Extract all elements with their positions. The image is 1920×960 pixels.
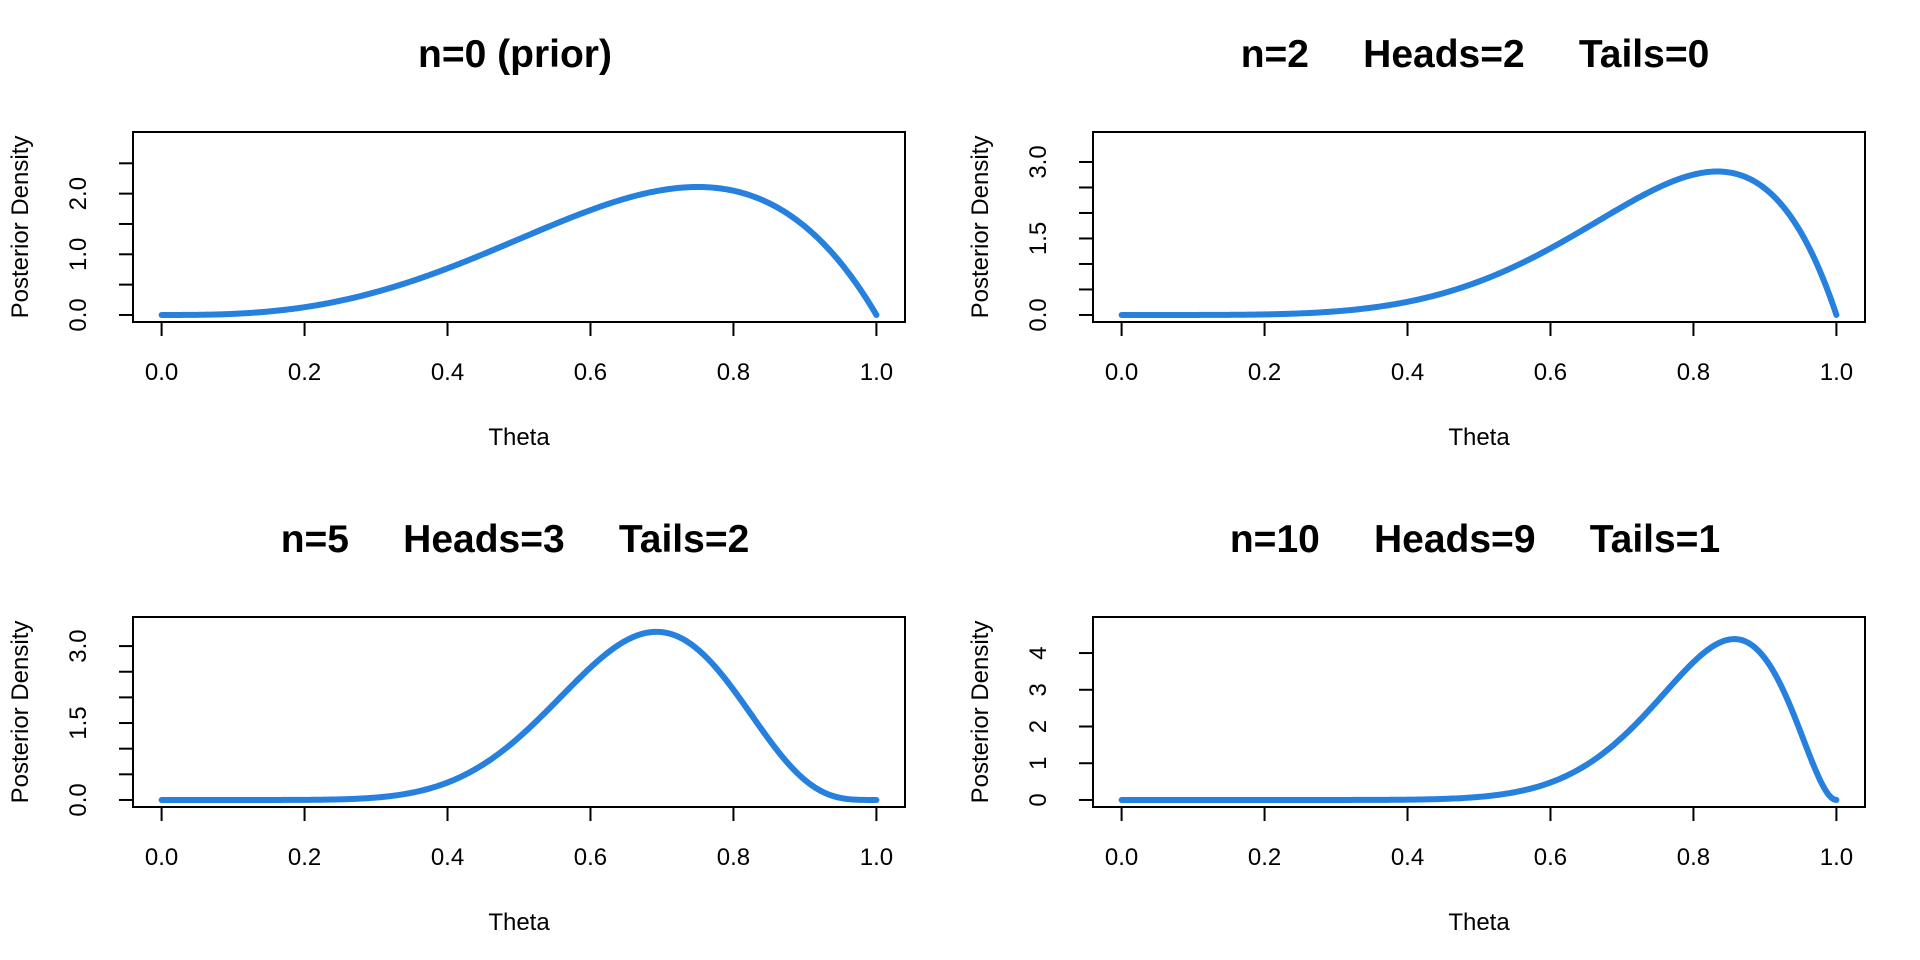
y-tick-label: 0 xyxy=(1025,793,1052,806)
x-tick-label: 0.4 xyxy=(431,844,464,871)
y-tick-label: 0.0 xyxy=(1025,298,1052,331)
x-tick-label: 0.2 xyxy=(1248,844,1281,871)
density-curve xyxy=(158,184,880,318)
density-curve xyxy=(1118,636,1840,803)
y-tick-label: 0.0 xyxy=(65,298,92,331)
chart-title: n=0 (prior) xyxy=(418,33,612,76)
chart-title: n=5 Heads=3 Tails=2 xyxy=(281,518,750,561)
y-tick-label: 0.0 xyxy=(65,783,92,816)
x-tick-label: 0.8 xyxy=(1677,844,1710,871)
x-axis-label: Theta xyxy=(1448,909,1510,936)
x-tick-label: 0.8 xyxy=(1677,359,1710,386)
x-tick-label: 0.2 xyxy=(288,844,321,871)
x-tick-label: 0.8 xyxy=(717,359,750,386)
x-tick-label: 0.6 xyxy=(574,844,607,871)
y-tick-label: 1 xyxy=(1025,757,1052,770)
x-tick-label: 0.6 xyxy=(574,359,607,386)
y-tick-label: 3 xyxy=(1025,683,1052,696)
x-tick-label: 0.4 xyxy=(1391,844,1424,871)
y-tick-label: 1.5 xyxy=(65,706,92,739)
chart-title: n=10 Heads=9 Tails=1 xyxy=(1230,518,1720,561)
x-axis: 0.0 0.2 0.4 0.6 0.8 1.0 xyxy=(145,321,893,386)
x-axis-label: Theta xyxy=(488,909,550,936)
x-tick-label: 0.6 xyxy=(1534,359,1567,386)
y-axis-label: Posterior Density xyxy=(967,621,994,804)
x-tick-label: 0.0 xyxy=(145,844,178,871)
x-tick-label: 0.6 xyxy=(1534,844,1567,871)
chart-panel-n10: n=10 Heads=9 Tails=1 0.0 0.2 0.4 0.6 0.8 1.0 … xyxy=(967,518,1866,936)
x-tick-label: 0.4 xyxy=(431,359,464,386)
chart-panel-prior: n=0 (prior) 0.0 0.2 0.4 0.6 0.8 1.0 0.0 1.0 2.0… xyxy=(7,33,906,451)
y-axis: 0.0 1.0 2.0 xyxy=(65,162,133,332)
y-tick-label: 2 xyxy=(1025,720,1052,733)
y-tick-label: 3.0 xyxy=(65,629,92,662)
x-tick-label: 1.0 xyxy=(1820,844,1853,871)
x-tick-label: 1.0 xyxy=(860,359,893,386)
chart-panel-n5: n=5 Heads=3 Tails=2 0.0 0.2 0.4 0.6 0.8 1.0 0… xyxy=(7,518,906,936)
density-curve xyxy=(1118,168,1840,318)
y-tick-label: 3.0 xyxy=(1025,145,1052,178)
y-tick-label: 1.0 xyxy=(65,238,92,271)
y-tick-label: 1.5 xyxy=(1025,222,1052,255)
x-tick-label: 1.0 xyxy=(860,844,893,871)
x-axis: 0.0 0.2 0.4 0.6 0.8 1.0 xyxy=(145,806,893,871)
chart-panel-n2: n=2 Heads=2 Tails=0 0.0 0.2 0.4 0.6 0.8 1.0 0… xyxy=(967,33,1866,451)
x-tick-label: 0.0 xyxy=(1105,844,1138,871)
y-axis-label: Posterior Density xyxy=(7,136,34,319)
x-tick-label: 0.2 xyxy=(1248,359,1281,386)
x-tick-label: 0.2 xyxy=(288,359,321,386)
density-curve xyxy=(158,628,880,803)
x-axis: 0.0 0.2 0.4 0.6 0.8 1.0 xyxy=(1105,321,1853,386)
y-axis: 0 1 2 3 4 xyxy=(1025,646,1093,807)
y-axis: 0.0 1.5 3.0 xyxy=(65,629,133,817)
x-tick-label: 0.8 xyxy=(717,844,750,871)
x-tick-label: 0.0 xyxy=(1105,359,1138,386)
x-tick-label: 0.4 xyxy=(1391,359,1424,386)
y-axis: 0.0 1.5 3.0 xyxy=(1025,145,1093,332)
x-tick-label: 0.0 xyxy=(145,359,178,386)
x-axis-label: Theta xyxy=(488,424,550,451)
y-axis-label: Posterior Density xyxy=(967,136,994,319)
x-tick-label: 1.0 xyxy=(1820,359,1853,386)
x-axis-label: Theta xyxy=(1448,424,1510,451)
x-axis: 0.0 0.2 0.4 0.6 0.8 1.0 xyxy=(1105,806,1853,871)
chart-title: n=2 Heads=2 Tails=0 xyxy=(1241,33,1710,76)
y-axis-label: Posterior Density xyxy=(7,621,34,804)
y-tick-label: 2.0 xyxy=(65,177,92,210)
y-tick-label: 4 xyxy=(1025,646,1052,659)
